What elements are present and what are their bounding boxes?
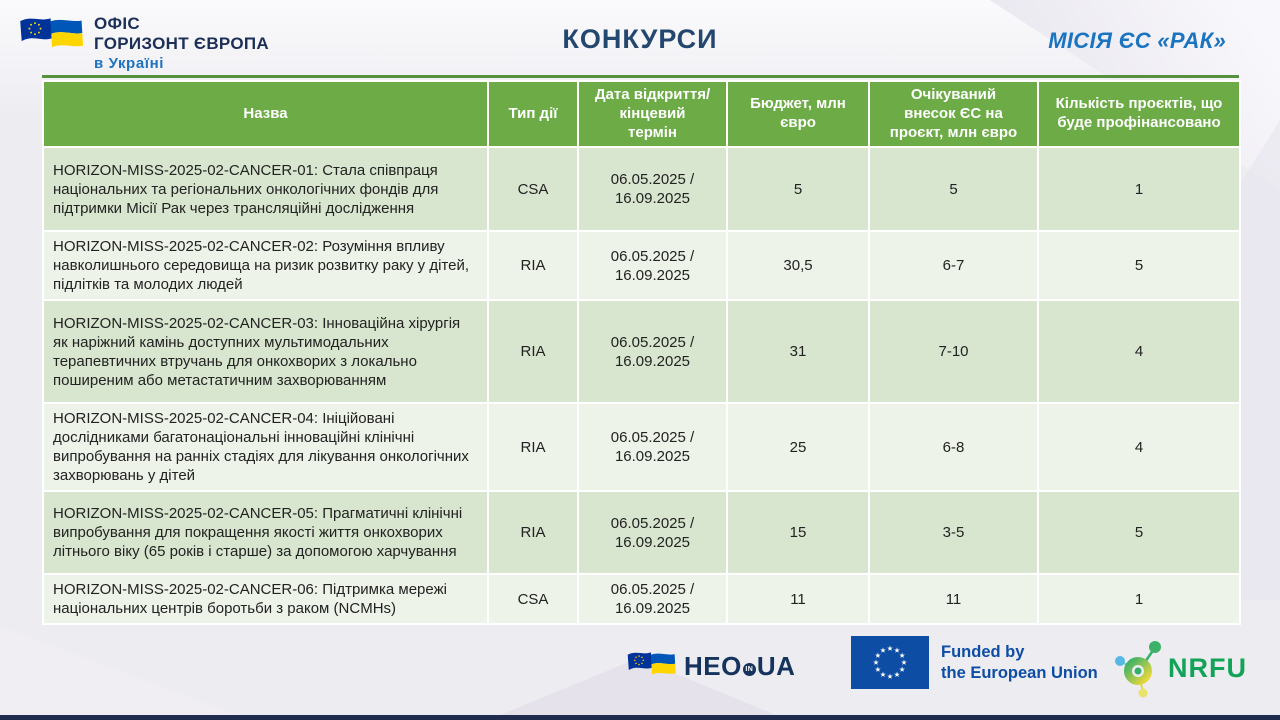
page-title: КОНКУРСИ — [562, 24, 718, 54]
office-logo-line2: ГОРИЗОНТ ЄВРОПА — [94, 34, 269, 54]
table-row: HORIZON-MISS-2025-02-CANCER-01: Стала сп… — [42, 146, 1241, 233]
eu-ua-flags-icon — [20, 18, 84, 48]
table-row: HORIZON-MISS-2025-02-CANCER-03: Інноваці… — [42, 299, 1241, 405]
cell-budget: 5 — [726, 146, 870, 233]
cell-budget: 11 — [726, 573, 870, 626]
cell-budget: 15 — [726, 490, 870, 576]
eu-funding-line1: Funded by — [941, 642, 1025, 661]
table-top-accent — [42, 75, 1239, 78]
horizon-europe-office-logo: ОФІС ГОРИЗОНТ ЄВРОПА в Україні — [18, 10, 269, 73]
calls-table-container: Назва Тип дії Дата відкриття/ кінцевий тер… — [42, 75, 1241, 626]
cell-name: HORIZON-MISS-2025-02-CANCER-05: Прагмати… — [42, 490, 489, 576]
cell-type: CSA — [487, 146, 579, 233]
column-header-dates: Дата відкриття/ кінцевий термін — [577, 79, 728, 149]
cell-dates: 06.05.2025 / 16.09.2025 — [577, 490, 728, 576]
nrfu-logo: NRFU — [1112, 636, 1247, 700]
cell-projects: 5 — [1037, 230, 1241, 302]
table-row: HORIZON-MISS-2025-02-CANCER-02: Розумінн… — [42, 230, 1241, 302]
column-header-contribution: Очікуваний внесок ЄС на проєкт, млн євро — [868, 79, 1039, 149]
office-logo-line3: в Україні — [94, 55, 165, 73]
heo-text-main: HEO — [684, 650, 742, 681]
cell-type: CSA — [487, 573, 579, 626]
cell-name: HORIZON-MISS-2025-02-CANCER-06: Підтримк… — [42, 573, 489, 626]
cell-type: RIA — [487, 299, 579, 405]
cell-dates: 06.05.2025 / 16.09.2025 — [577, 230, 728, 302]
heo-in-badge: IN — [742, 662, 756, 676]
eu-funding-logo: Funded by the European Union — [851, 636, 1098, 689]
office-logo-line1: ОФІС — [94, 14, 140, 33]
cell-contribution: 7-10 — [868, 299, 1039, 405]
cell-name: HORIZON-MISS-2025-02-CANCER-04: Ініційов… — [42, 402, 489, 493]
heo-text-ua: UA — [756, 650, 796, 681]
cell-name: HORIZON-MISS-2025-02-CANCER-03: Інноваці… — [42, 299, 489, 405]
cell-projects: 4 — [1037, 402, 1241, 493]
column-header-budget: Бюджет, млн євро — [726, 79, 870, 149]
heo-logo-text: HEO IN UA — [684, 651, 795, 682]
table-row: HORIZON-MISS-2025-02-CANCER-05: Прагмати… — [42, 490, 1241, 576]
table-row: HORIZON-MISS-2025-02-CANCER-04: Ініційов… — [42, 402, 1241, 493]
cell-contribution: 11 — [868, 573, 1039, 626]
cell-projects: 5 — [1037, 490, 1241, 576]
eu-flag-icon — [851, 636, 929, 689]
cell-dates: 06.05.2025 / 16.09.2025 — [577, 402, 728, 493]
footer: HEO IN UA — [0, 636, 1280, 706]
mission-label: МІСІЯ ЄС «РАК» — [1048, 28, 1226, 53]
heo-ua-logo: HEO IN UA — [626, 646, 795, 686]
calls-table: Назва Тип дії Дата відкриття/ кінцевий тер… — [42, 79, 1241, 626]
column-header-projects: Кількість проєктів, що буде профінансова… — [1037, 79, 1241, 149]
table-row: HORIZON-MISS-2025-02-CANCER-06: Підтримк… — [42, 573, 1241, 626]
column-header-name: Назва — [42, 79, 489, 149]
cell-type: RIA — [487, 490, 579, 576]
table-header-row: Назва Тип дії Дата відкриття/ кінцевий тер… — [42, 79, 1241, 149]
bottom-accent-bar — [0, 715, 1280, 720]
eu-funding-line2: the European Union — [941, 663, 1098, 682]
heo-flags-icon — [627, 652, 676, 675]
table-body: HORIZON-MISS-2025-02-CANCER-01: Стала сп… — [42, 146, 1241, 626]
cell-contribution: 6-7 — [868, 230, 1039, 302]
cell-projects: 1 — [1037, 146, 1241, 233]
cell-contribution: 6-8 — [868, 402, 1039, 493]
cell-name: HORIZON-MISS-2025-02-CANCER-02: Розумінн… — [42, 230, 489, 302]
cell-dates: 06.05.2025 / 16.09.2025 — [577, 573, 728, 626]
cell-budget: 30,5 — [726, 230, 870, 302]
cell-dates: 06.05.2025 / 16.09.2025 — [577, 299, 728, 405]
cell-dates: 06.05.2025 / 16.09.2025 — [577, 146, 728, 233]
cell-contribution: 5 — [868, 146, 1039, 233]
cell-type: RIA — [487, 402, 579, 493]
cell-projects: 4 — [1037, 299, 1241, 405]
cell-type: RIA — [487, 230, 579, 302]
cell-projects: 1 — [1037, 573, 1241, 626]
column-header-type: Тип дії — [487, 79, 579, 149]
cell-budget: 25 — [726, 402, 870, 493]
nrfu-label: NRFU — [1168, 652, 1247, 683]
cell-budget: 31 — [726, 299, 870, 405]
cell-name: HORIZON-MISS-2025-02-CANCER-01: Стала сп… — [42, 146, 489, 233]
nrfu-molecule-icon — [1115, 641, 1161, 698]
cell-contribution: 3-5 — [868, 490, 1039, 576]
